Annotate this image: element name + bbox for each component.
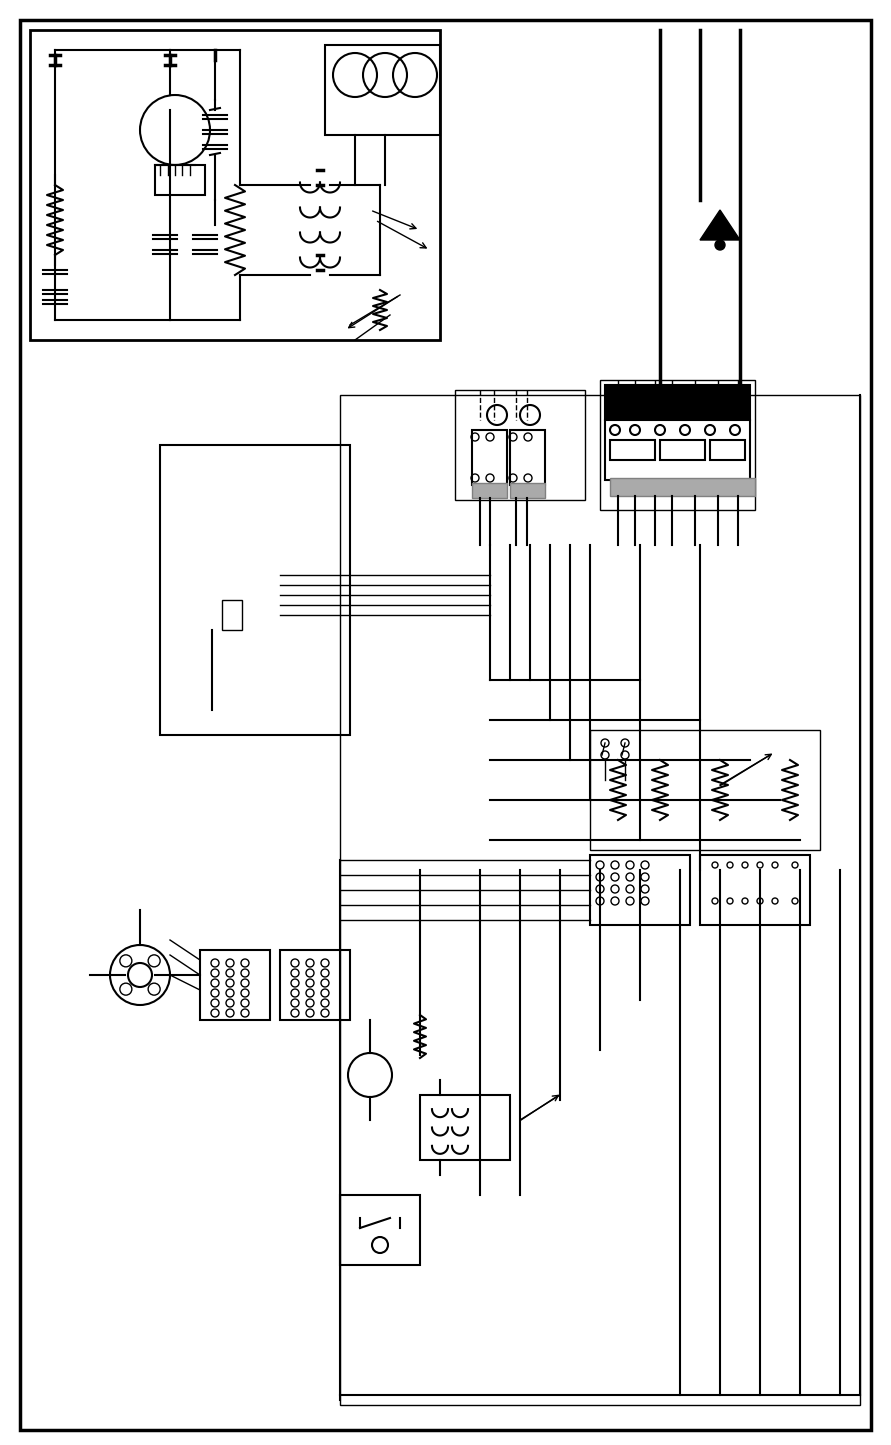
Bar <box>510 483 545 499</box>
Circle shape <box>655 425 665 435</box>
Bar <box>420 1095 510 1160</box>
Bar <box>155 165 205 195</box>
Bar <box>610 478 755 496</box>
Circle shape <box>715 240 725 250</box>
Bar <box>605 384 750 420</box>
Circle shape <box>730 425 740 435</box>
Bar <box>222 600 242 630</box>
Bar <box>160 445 350 736</box>
Circle shape <box>610 425 620 435</box>
Bar <box>340 394 860 1405</box>
Bar <box>590 855 690 925</box>
Bar <box>30 30 440 340</box>
Bar <box>610 439 655 460</box>
Bar <box>600 380 755 510</box>
Bar <box>280 949 350 1020</box>
Bar <box>340 1195 420 1264</box>
Bar <box>710 439 745 460</box>
Bar <box>700 855 810 925</box>
Circle shape <box>680 425 690 435</box>
Bar <box>472 431 507 486</box>
Polygon shape <box>700 210 740 240</box>
Circle shape <box>705 425 715 435</box>
Circle shape <box>630 425 640 435</box>
Bar <box>510 431 545 486</box>
Bar <box>660 439 705 460</box>
Bar <box>590 730 820 850</box>
Bar <box>200 949 270 1020</box>
Bar <box>455 390 585 500</box>
Bar <box>472 483 507 499</box>
Bar <box>605 420 750 480</box>
Bar <box>325 45 440 134</box>
